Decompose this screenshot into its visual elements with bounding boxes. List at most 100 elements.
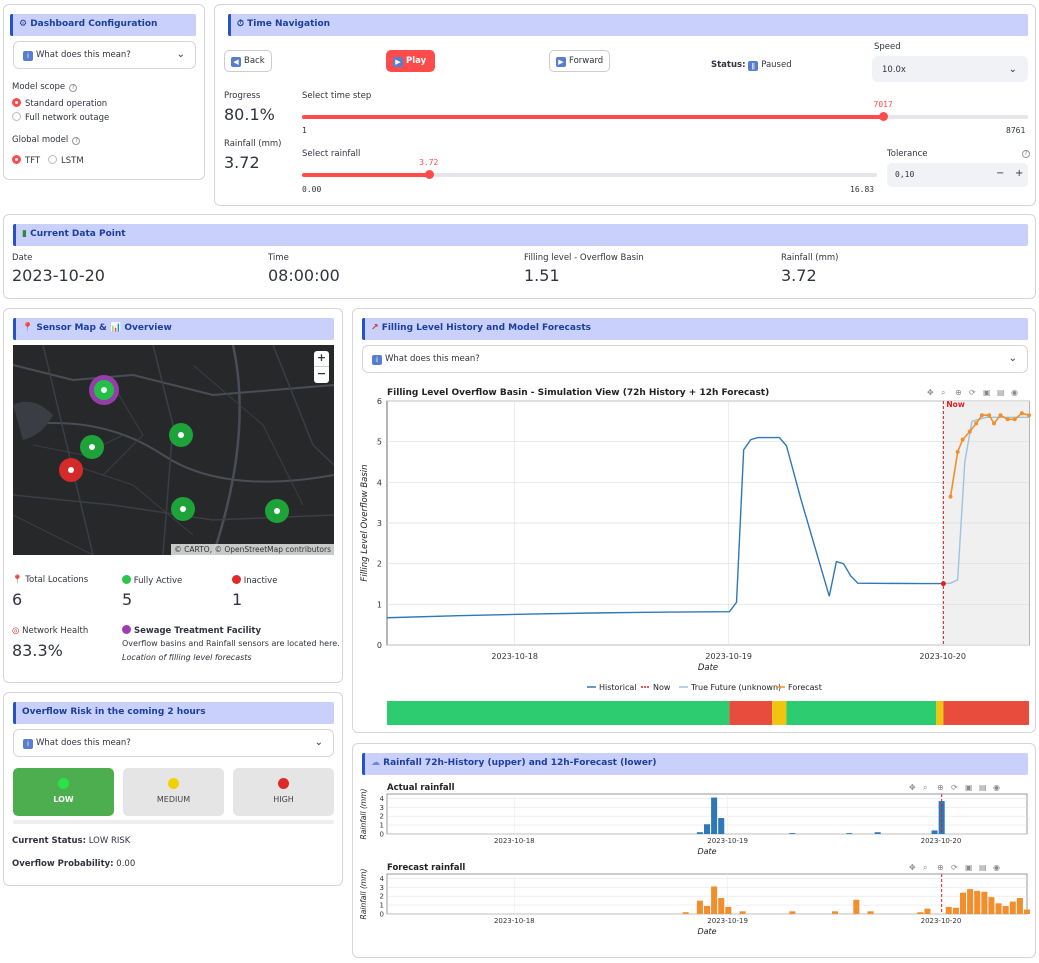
- toolbar-tool-icon[interactable]: ✥: [927, 388, 934, 397]
- toolbar-tool-icon[interactable]: ⊕: [937, 863, 944, 872]
- rain-metric-value: 3.72: [224, 153, 260, 172]
- toolbar-tool-icon[interactable]: ▤: [979, 783, 987, 792]
- toolbar-tool-icon[interactable]: ✥: [909, 783, 916, 792]
- toolbar-tool-icon[interactable]: ▣: [965, 863, 973, 872]
- cloud-rain-icon: ☁: [371, 758, 384, 768]
- rainfall-bar: [917, 912, 924, 914]
- now-point: [940, 581, 946, 587]
- chart-title: Filling Level Overflow Basin - Simulatio…: [387, 388, 769, 398]
- chevron-down-icon: ⌄: [1008, 64, 1017, 75]
- toolbar-tool-icon[interactable]: ◉: [993, 863, 1000, 872]
- sensor-marker-active[interactable]: [169, 423, 193, 447]
- tolerance-increment-button[interactable]: +: [1015, 168, 1024, 179]
- current-data-panel: ▮ Current Data Point Date 2023-10-20 Tim…: [3, 214, 1036, 299]
- x-axis-label: Date: [697, 847, 716, 856]
- rainfall-slider-thumb[interactable]: [424, 170, 434, 179]
- now-label: Now: [946, 400, 964, 409]
- map-streets: [13, 345, 334, 555]
- toolbar-tool-icon[interactable]: ⟳: [951, 783, 958, 792]
- model-option-tft[interactable]: TFT: [12, 155, 40, 166]
- sensor-marker-inactive[interactable]: [59, 458, 83, 482]
- info-icon: i: [23, 739, 33, 749]
- sensor-marker-active[interactable]: [265, 499, 289, 523]
- tolerance-decrement-button[interactable]: −: [996, 168, 1005, 179]
- play-button[interactable]: ▶ Play: [386, 50, 435, 72]
- stp-description: Overflow basins and Rainfall sensors are…: [122, 639, 340, 648]
- rainfall-slider[interactable]: 3.72: [302, 158, 877, 179]
- toolbar-tool-icon[interactable]: ⌕: [923, 783, 927, 792]
- toolbar-tool-icon[interactable]: ▤: [979, 863, 987, 872]
- toolbar-tool-icon[interactable]: ⊕: [955, 388, 962, 397]
- sensor-marker-active[interactable]: [171, 497, 195, 521]
- help-icon[interactable]: ?: [69, 84, 78, 92]
- toolbar-tool-icon[interactable]: ▣: [965, 783, 973, 792]
- radio-unselected-icon: [48, 155, 57, 164]
- y-tick-label: 3: [380, 884, 384, 892]
- speed-select[interactable]: 10.0x ⌄: [872, 56, 1028, 82]
- timestep-label: Select time step: [302, 91, 372, 101]
- timestep-slider[interactable]: 7017: [302, 100, 1028, 121]
- active-label: Fully Active: [122, 575, 182, 586]
- chart-toolbar: ✥ ⌕ ⊕ ⟳ ▣ ▤ ◉: [909, 863, 1000, 872]
- y-tick-label: 1: [377, 600, 382, 609]
- model-scope-label: Model scope?: [12, 82, 78, 92]
- red-dot-icon: [232, 575, 241, 584]
- toolbar-tool-icon[interactable]: ⌕: [941, 388, 945, 397]
- forecast-point: [955, 449, 960, 454]
- back-button[interactable]: ◀ Back: [224, 50, 272, 72]
- help-icon[interactable]: ?: [1022, 150, 1030, 158]
- x-tick-label: 2023-10-19: [707, 837, 748, 845]
- sensor-map[interactable]: + − © CARTO, © OpenStreetMap contributor…: [13, 345, 334, 555]
- model-option-lstm[interactable]: LSTM: [48, 155, 84, 166]
- help-icon[interactable]: ?: [72, 137, 81, 145]
- toolbar-tool-icon[interactable]: ⟳: [969, 388, 976, 397]
- toolbar-tool-icon[interactable]: ⊕: [937, 783, 944, 792]
- timestep-slider-thumb[interactable]: [879, 112, 889, 121]
- toolbar-tool-icon[interactable]: ◉: [1011, 388, 1018, 397]
- risk-level-high: HIGH: [233, 768, 334, 816]
- zoom-out-button[interactable]: −: [316, 367, 327, 380]
- config-explain-expander[interactable]: i What does this mean? ⌄: [13, 41, 196, 69]
- filling-level-chart[interactable]: Filling Level Overflow Basin - Simulatio…: [353, 381, 1035, 731]
- red-dot-icon: [278, 778, 289, 789]
- y-tick-label: 2: [380, 813, 384, 821]
- chart-title: Actual rainfall: [387, 783, 455, 793]
- rainfall-bar: [703, 824, 711, 834]
- y-axis-label: Rainfall (mm): [359, 868, 368, 919]
- pin-icon: 📍: [22, 323, 37, 333]
- rainfall-bar: [967, 889, 974, 914]
- scope-option-standard[interactable]: Standard operation: [12, 98, 107, 109]
- target-icon: ◎: [12, 626, 20, 636]
- filling-explain-expander[interactable]: i What does this mean? ⌄: [362, 345, 1028, 373]
- y-tick-label: 4: [380, 795, 385, 803]
- rainfall-bar: [945, 906, 952, 914]
- toolbar-tool-icon[interactable]: ◉: [993, 783, 1000, 792]
- sensor-marker-stp[interactable]: [89, 375, 119, 405]
- y-tick-label: 5: [377, 438, 382, 447]
- x-tick-label: 2023-10-20: [921, 917, 962, 925]
- status-display: Status: ǁ Paused: [711, 60, 792, 71]
- x-tick-label: 2023-10-19: [707, 917, 748, 925]
- series-line-true-future-unknown-: [943, 416, 1029, 585]
- rainfall-min: 0.00: [302, 185, 322, 194]
- rainfall-bar: [867, 911, 874, 914]
- current-fill-value: 1.51: [524, 266, 560, 285]
- current-date-value: 2023-10-20: [12, 266, 105, 285]
- toolbar-tool-icon[interactable]: ⌕: [923, 863, 927, 872]
- legend-entry: True Future (unknown): [690, 683, 781, 692]
- scope-option-outage[interactable]: Full network outage: [12, 112, 109, 123]
- toolbar-tool-icon[interactable]: ✥: [909, 863, 916, 872]
- toolbar-tool-icon[interactable]: ▣: [983, 388, 991, 397]
- toolbar-tool-icon[interactable]: ⟳: [951, 863, 958, 872]
- zoom-in-button[interactable]: +: [314, 351, 329, 367]
- sensor-marker-active[interactable]: [80, 435, 104, 459]
- filling-level-panel: ↗ Filling Level History and Model Foreca…: [352, 308, 1036, 733]
- sensor-map-panel: 📍 Sensor Map & 📊 Overview + − © CARTO,: [3, 308, 343, 683]
- risk-explain-expander[interactable]: i What does this mean? ⌄: [13, 729, 334, 757]
- toolbar-tool-icon[interactable]: ▤: [997, 388, 1005, 397]
- tolerance-input[interactable]: 0,10 − +: [887, 163, 1028, 187]
- info-icon: i: [372, 355, 382, 365]
- forward-button[interactable]: ▶ Forward: [549, 50, 611, 72]
